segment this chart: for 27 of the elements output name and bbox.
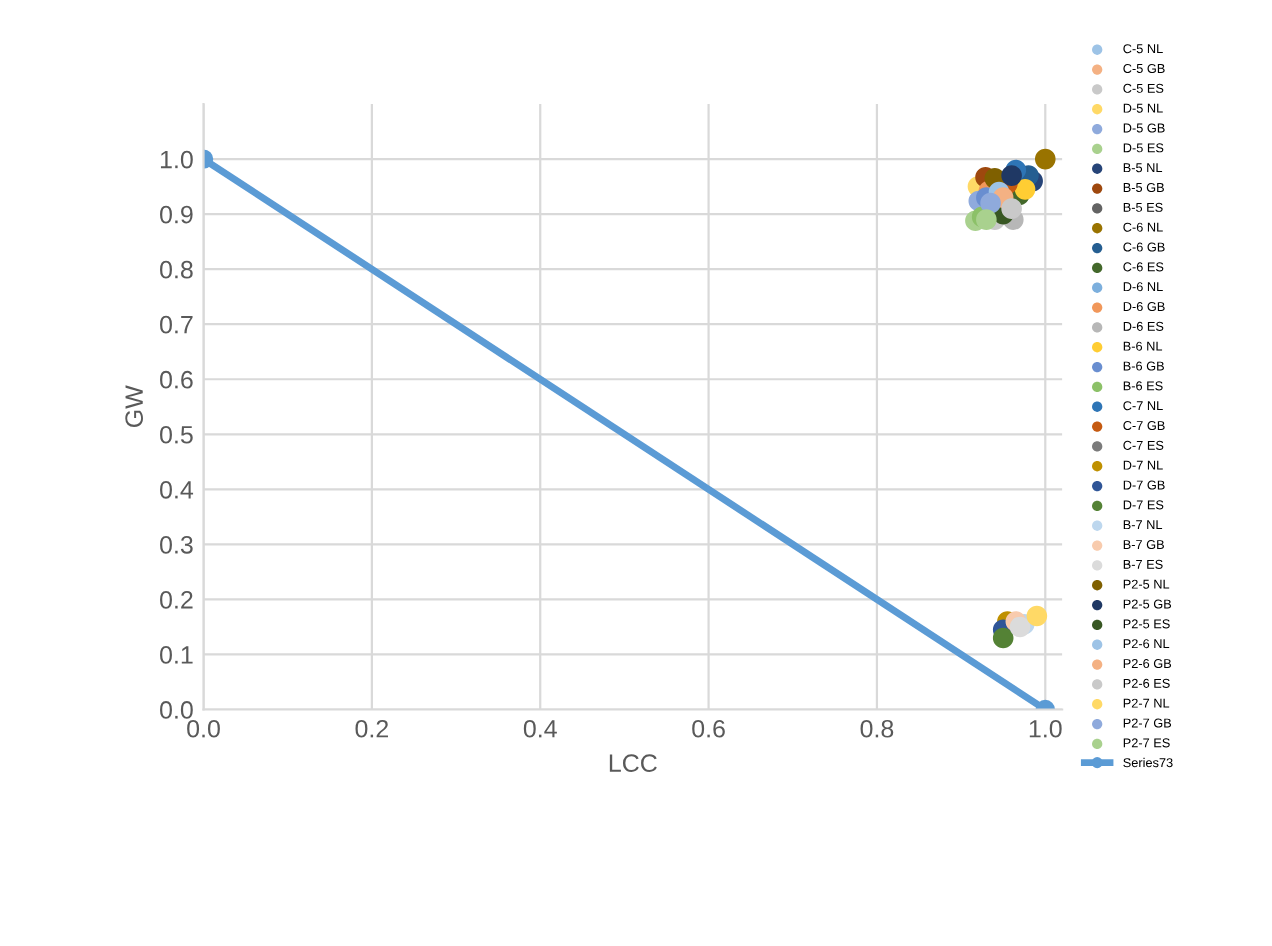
point <box>1026 605 1048 627</box>
y-tick-label: 0.6 <box>160 370 193 389</box>
y-tick-label: 0.7 <box>160 315 193 334</box>
y-axis-title: GW <box>125 385 143 428</box>
x-tick-label: 0.2 <box>355 719 388 738</box>
y-tick-label: 0.0 <box>160 701 193 719</box>
point <box>1001 165 1022 186</box>
point <box>1014 179 1036 200</box>
y-tick-label: 0.1 <box>160 646 193 664</box>
y-tick-label: 0.2 <box>160 591 193 609</box>
x-axis-title: LCC <box>609 754 657 772</box>
y-tick-label: 0.3 <box>160 535 193 554</box>
y-tick-label: 0.4 <box>160 480 194 499</box>
y-tick-label: 0.5 <box>160 425 193 444</box>
x-tick-label: 1.0 <box>1029 719 1062 738</box>
x-tick-label: 0.0 <box>187 719 220 738</box>
x-tick-label: 0.4 <box>523 719 557 738</box>
point <box>1001 198 1022 219</box>
point <box>1034 148 1056 170</box>
x-tick-label: 0.6 <box>692 719 725 738</box>
point <box>976 209 997 230</box>
y-tick-label: 0.9 <box>160 205 193 224</box>
x-tick-label: 0.8 <box>860 719 894 738</box>
point <box>992 627 1014 649</box>
y-tick-label: 1.0 <box>160 150 193 169</box>
y-tick-label: 0.8 <box>160 260 193 279</box>
point <box>980 192 1001 214</box>
